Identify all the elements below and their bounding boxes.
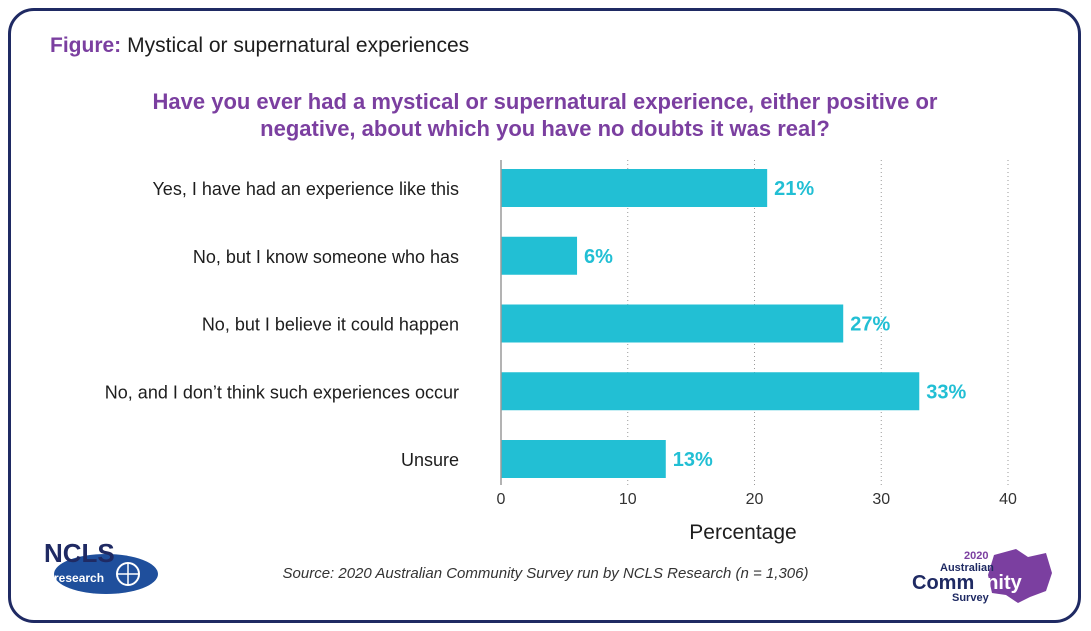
- x-tick-label: 40: [999, 491, 1017, 508]
- x-tick-label: 30: [872, 491, 890, 508]
- category-label: No, but I believe it could happen: [202, 315, 459, 335]
- acs-logo-year: 2020: [964, 550, 988, 562]
- ncls-logo-bottom-text: research: [54, 571, 104, 585]
- x-tick-label: 10: [619, 491, 637, 508]
- ncls-research-logo: NCLS research: [44, 538, 158, 594]
- australian-community-survey-logo: 2020 Australian Comm unity Survey: [912, 549, 1052, 604]
- x-tick-label: 20: [746, 491, 764, 508]
- data-label: 27%: [850, 314, 890, 336]
- x-tick-label: 0: [497, 491, 506, 508]
- bar: [501, 236, 578, 275]
- ncls-logo-top-text: NCLS: [44, 538, 115, 568]
- chart-question-title: Have you ever had a mystical or supernat…: [152, 89, 938, 141]
- figure-title: Mystical or supernatural experiences: [127, 34, 470, 57]
- x-axis-title: Percentage: [689, 521, 796, 544]
- bar: [501, 372, 920, 411]
- figure-heading: Figure: Mystical or supernatural experien…: [50, 34, 469, 58]
- data-label: 21%: [774, 178, 814, 200]
- data-label: 6%: [584, 246, 613, 268]
- data-label: 13%: [673, 449, 713, 471]
- bar: [501, 440, 666, 478]
- figure-label: Figure:: [50, 34, 122, 57]
- bar: [501, 169, 768, 207]
- data-label: 33%: [926, 381, 966, 403]
- category-label: Yes, I have had an experience like this: [152, 179, 459, 199]
- acs-logo-line2a: Comm: [912, 572, 974, 594]
- acs-logo-line3: Survey: [952, 592, 990, 604]
- category-label: No, but I know someone who has: [193, 247, 459, 267]
- acs-logo-line1: Australian: [940, 562, 994, 574]
- category-label: Unsure: [401, 450, 459, 470]
- australia-map-icon: [988, 549, 1052, 603]
- acs-logo-line2b: unity: [974, 572, 1023, 594]
- source-note: Source: 2020 Australian Community Survey…: [282, 565, 809, 582]
- category-label: No, and I don’t think such experiences o…: [105, 382, 459, 402]
- bar: [501, 304, 844, 343]
